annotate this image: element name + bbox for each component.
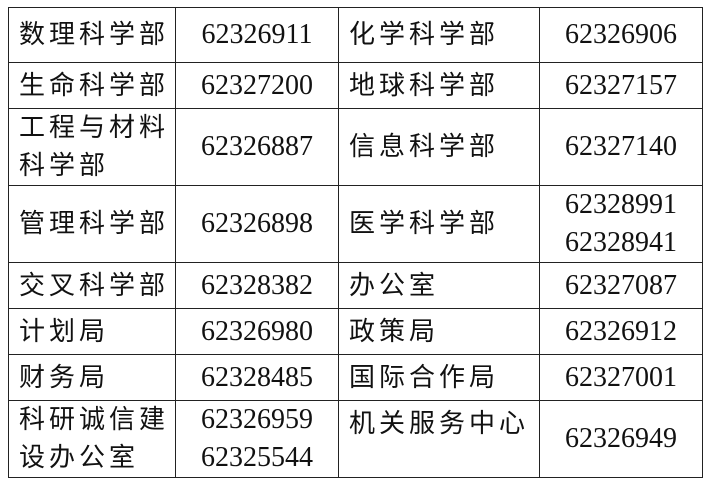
table-row: 计划局 62326980 政策局 62326912 — [8, 308, 703, 355]
phone-cell: 62326906 — [539, 7, 703, 63]
department-name: 生命科学部 — [8, 62, 176, 109]
phone-cell: 62327200 — [175, 62, 339, 109]
table-row: 工程与材料科学部 62326887 信息科学部 62327140 — [8, 108, 703, 186]
phone-cell: 62326980 — [175, 308, 339, 355]
phone-cell: 62328485 — [175, 354, 339, 401]
phone-cell: 62327140 — [539, 108, 703, 186]
table-row: 生命科学部 62327200 地球科学部 62327157 — [8, 62, 703, 109]
department-name: 工程与材料科学部 — [8, 108, 176, 186]
phone-number: 62326906 — [565, 19, 677, 50]
phone-number: 62326898 — [201, 208, 313, 239]
phone-cell: 62327001 — [539, 354, 703, 401]
department-name: 交叉科学部 — [8, 262, 176, 309]
phone-number: 62325544 — [201, 442, 313, 473]
department-name: 数理科学部 — [8, 7, 176, 63]
department-name: 财务局 — [8, 354, 176, 401]
phone-number: 62326959 — [201, 404, 313, 435]
phone-number: 62327001 — [565, 361, 677, 393]
phone-number: 62326912 — [565, 315, 677, 347]
department-name: 办公室 — [338, 262, 540, 309]
department-name: 政策局 — [338, 308, 540, 355]
phone-number: 62328991 — [565, 189, 677, 220]
phone-number: 62326949 — [565, 423, 677, 454]
table-row: 科研诚信建设办公室 62326959 62325544 机关服务中心 62326949 — [8, 400, 703, 478]
phone-cell: 62326959 62325544 — [175, 400, 339, 478]
table-row: 数理科学部 62326911 化学科学部 62326906 — [8, 7, 703, 63]
phone-cell: 62326949 — [539, 400, 703, 478]
phone-cell: 62327157 — [539, 62, 703, 109]
department-name: 管理科学部 — [8, 185, 176, 263]
department-name: 地球科学部 — [338, 62, 540, 109]
phone-number: 62328485 — [201, 361, 313, 393]
phone-number: 62326980 — [201, 315, 313, 347]
phone-cell: 62326898 — [175, 185, 339, 263]
phone-cell: 62328382 — [175, 262, 339, 309]
table-row: 管理科学部 62326898 医学科学部 62328991 62328941 — [8, 185, 703, 263]
phone-number: 62328382 — [201, 269, 313, 301]
department-name: 化学科学部 — [338, 7, 540, 63]
department-name: 国际合作局 — [338, 354, 540, 401]
department-name: 信息科学部 — [338, 108, 540, 186]
phone-number: 62327087 — [565, 269, 677, 301]
department-name: 计划局 — [8, 308, 176, 355]
phone-number: 62327200 — [201, 69, 313, 101]
phone-number: 62326887 — [201, 131, 313, 162]
table-row: 交叉科学部 62328382 办公室 62327087 — [8, 262, 703, 309]
phone-number: 62328941 — [565, 227, 677, 258]
phone-cell: 62326912 — [539, 308, 703, 355]
phone-cell: 62326887 — [175, 108, 339, 186]
phone-cell: 62327087 — [539, 262, 703, 309]
phone-cell: 62328991 62328941 — [539, 185, 703, 263]
department-name: 医学科学部 — [338, 185, 540, 263]
phone-number: 62327157 — [565, 69, 677, 101]
phone-cell: 62326911 — [175, 7, 339, 63]
contact-table: 数理科学部 62326911 化学科学部 62326906 生命科学部 62327200 地… — [8, 7, 703, 478]
department-name: 科研诚信建设办公室 — [8, 400, 176, 478]
table-row: 财务局 62328485 国际合作局 62327001 — [8, 354, 703, 401]
phone-number: 62327140 — [565, 131, 677, 162]
department-name: 机关服务中心 — [338, 400, 540, 478]
phone-number: 62326911 — [201, 19, 313, 50]
